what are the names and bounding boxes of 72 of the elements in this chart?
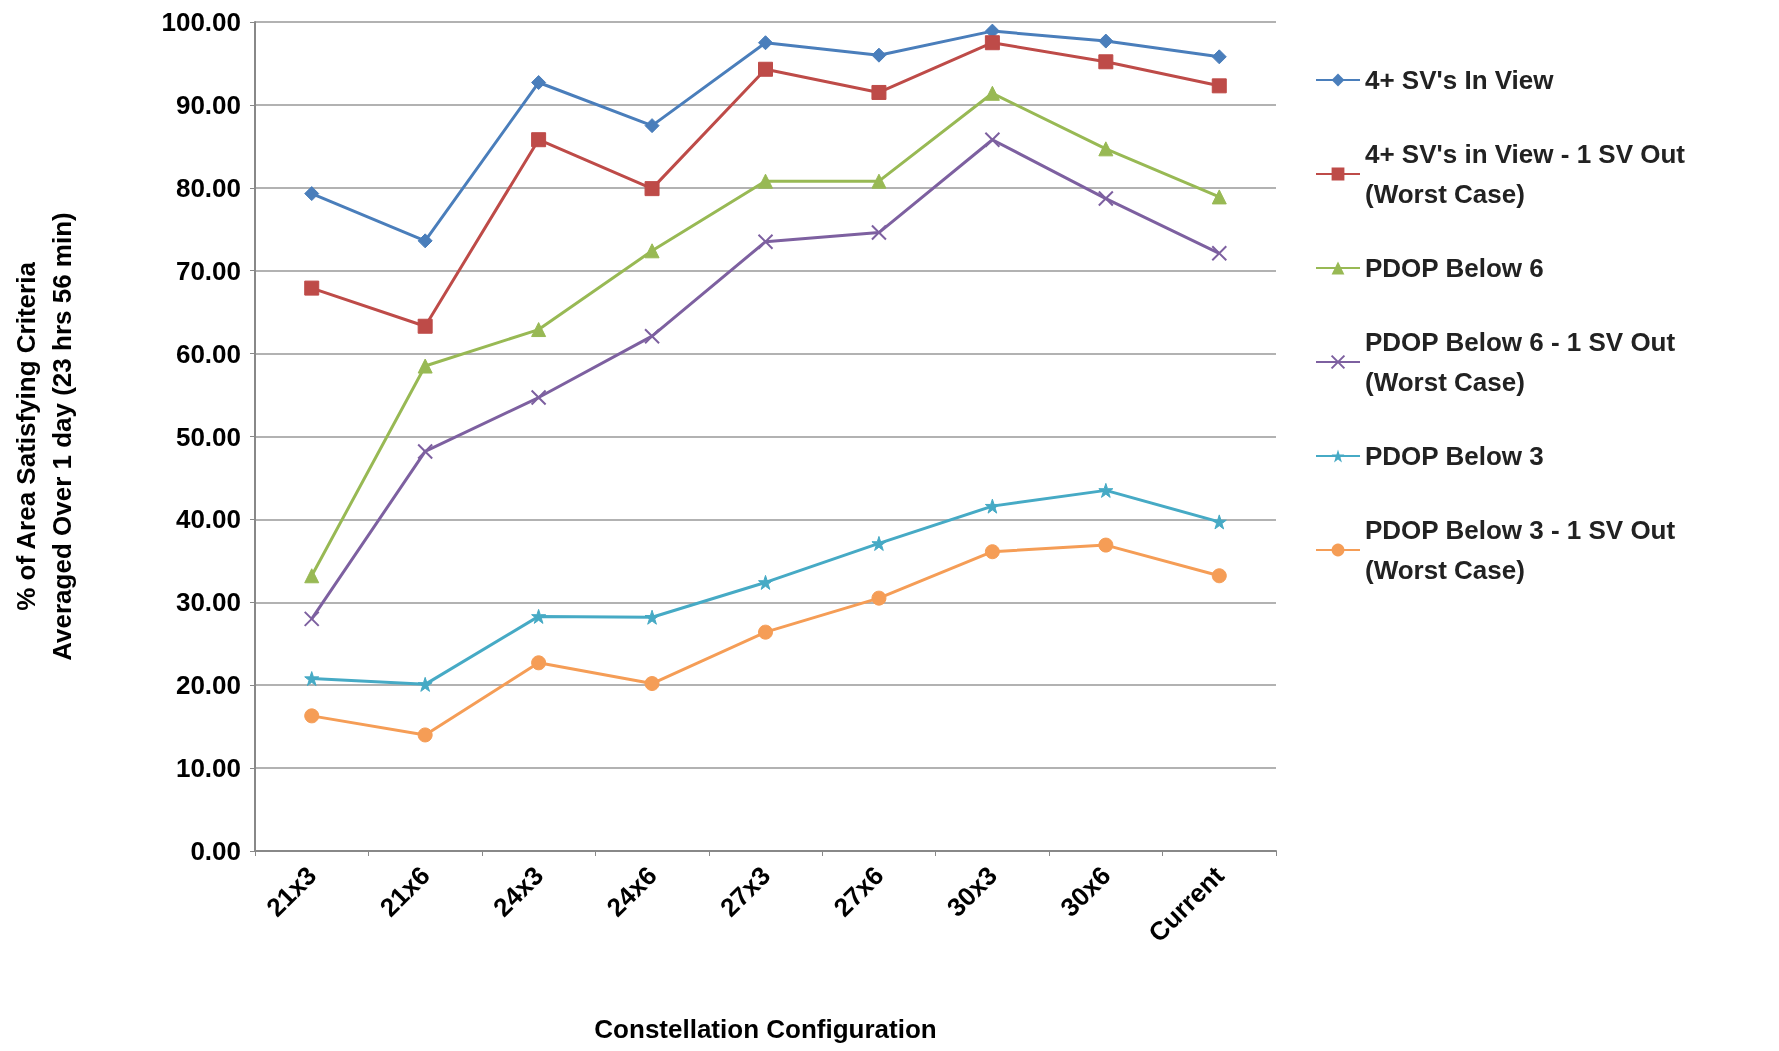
y-tick-label: 100.00 (161, 7, 241, 37)
legend-label: PDOP Below 6 - 1 SV Out (Worst Case) (1365, 327, 1676, 397)
point (871, 535, 887, 551)
point (417, 233, 433, 249)
point (1211, 514, 1227, 530)
legend-label: 4+ SV's In View (1365, 65, 1555, 95)
point (1098, 33, 1114, 49)
y-tick-label: 20.00 (175, 670, 241, 701)
y-axis-title: % of Area Satisfying Criteria Averaged Over 1 day (23 hrs 56 min) (11, 212, 77, 661)
point (758, 173, 773, 189)
point (984, 544, 1000, 560)
point (871, 84, 887, 100)
point (758, 61, 773, 77)
point (1211, 245, 1228, 262)
point (1098, 482, 1114, 498)
legend-label: PDOP Below 3 - 1 SV Out (Worst Case) (1365, 515, 1676, 585)
point (871, 47, 887, 63)
point (644, 243, 660, 259)
point (758, 574, 773, 590)
point (871, 173, 887, 189)
point (417, 358, 433, 374)
legend-label: PDOP Below 6 (1365, 253, 1544, 283)
point (304, 671, 320, 687)
point (304, 708, 320, 724)
point (984, 35, 1000, 51)
y-tick-label: 90.00 (175, 89, 241, 120)
point (1098, 537, 1114, 553)
point (1211, 568, 1227, 584)
point (758, 624, 773, 640)
legend-label: 4+ SV's in View - 1 SV Out (Worst Case) (1365, 139, 1686, 209)
point (757, 233, 774, 250)
point (644, 181, 660, 197)
point (417, 443, 434, 460)
point (644, 118, 660, 134)
point (531, 322, 547, 338)
x-axis-title: Constellation Configuration (594, 1014, 937, 1044)
point (984, 131, 1001, 148)
point (644, 328, 661, 345)
y-tick-label: 70.00 (175, 255, 241, 286)
y-tick-label: 50.00 (175, 421, 241, 452)
point (984, 85, 1000, 101)
point (758, 35, 773, 51)
point (417, 318, 433, 334)
y-tick-label: 30.00 (175, 587, 241, 618)
point (417, 676, 433, 692)
y-tick-label: 60.00 (175, 338, 241, 369)
point (984, 498, 1000, 514)
point (304, 568, 320, 584)
y-tick-label: 80.00 (175, 172, 241, 203)
point (644, 609, 660, 625)
y-tick-label: 0.00 (190, 836, 241, 866)
point (1211, 189, 1227, 205)
point (531, 132, 547, 148)
point (304, 280, 320, 296)
point (1211, 78, 1227, 94)
point (531, 655, 547, 671)
point (530, 389, 547, 406)
point (531, 75, 547, 91)
point (1098, 54, 1114, 70)
point (1097, 190, 1114, 207)
point (644, 676, 660, 692)
legend-label: PDOP Below 3 (1365, 441, 1544, 471)
point (304, 186, 320, 202)
y-tick-label: 10.00 (175, 753, 241, 784)
point (1098, 141, 1114, 157)
y-tick-label: 40.00 (175, 504, 241, 535)
point (1211, 49, 1227, 65)
point (870, 224, 887, 241)
point (303, 610, 320, 627)
point (417, 727, 433, 743)
point (871, 590, 887, 606)
point (531, 608, 547, 624)
